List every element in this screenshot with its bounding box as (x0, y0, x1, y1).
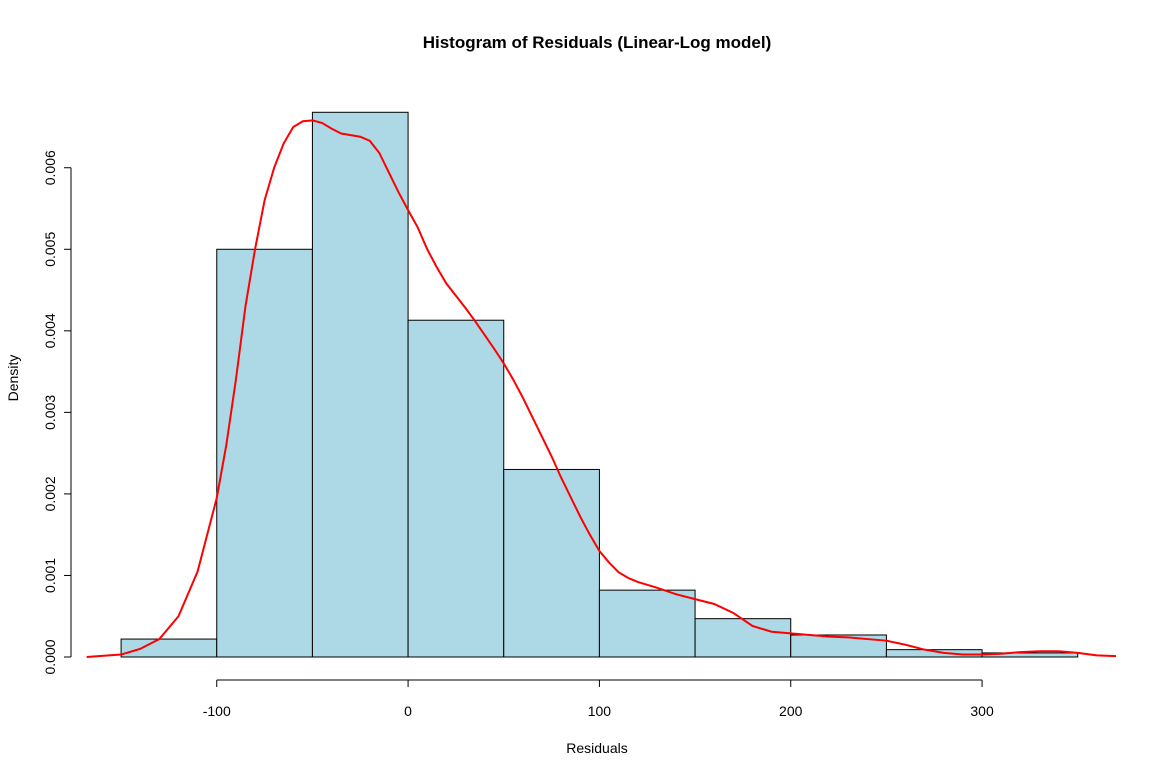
x-tick-label: 200 (779, 703, 803, 719)
y-axis-label: Density (5, 355, 21, 402)
histogram-bar (694, 618, 792, 658)
chart-title: Histogram of Residuals (Linear-Log model… (423, 33, 772, 52)
histogram-bar (503, 468, 600, 658)
histogram-bar (407, 319, 505, 658)
bars-layer (120, 111, 1079, 658)
y-tick-label: 0.001 (42, 558, 58, 593)
x-axis-ticks: -100 0 100 200 300 (203, 680, 994, 719)
histogram-bar (598, 589, 696, 658)
y-tick-label: 0.006 (42, 150, 58, 185)
histogram-bar (790, 634, 887, 658)
histogram-bar (120, 638, 218, 658)
x-tick-label: 300 (970, 703, 994, 719)
y-tick-label: 0.005 (42, 232, 58, 267)
x-tick-label: -100 (203, 703, 231, 719)
histogram-bar (216, 248, 313, 658)
y-tick-label: 0.000 (42, 639, 58, 674)
x-tick-label: 0 (404, 703, 412, 719)
y-tick-label: 0.002 (42, 476, 58, 511)
x-tick-label: 100 (588, 703, 612, 719)
x-axis-label: Residuals (566, 740, 627, 756)
density-curve (86, 119, 1117, 658)
histogram-bar (311, 111, 409, 658)
y-tick-label: 0.003 (42, 395, 58, 430)
y-axis-ticks: 0.000 0.001 0.002 0.003 0.004 0.005 0.006 (42, 150, 71, 675)
y-tick-label: 0.004 (42, 313, 58, 348)
